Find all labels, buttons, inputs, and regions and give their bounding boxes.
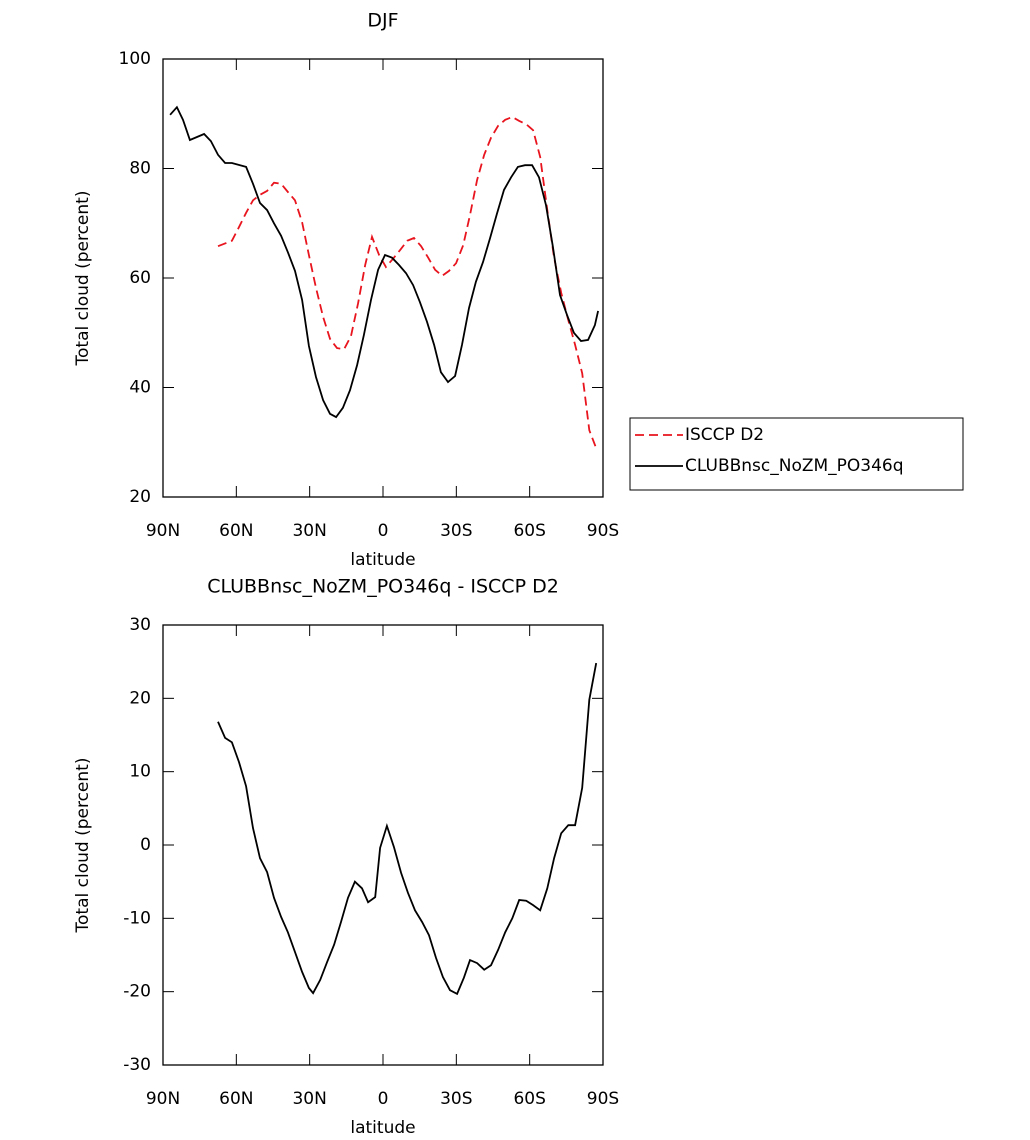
- x-tick-label: 90S: [587, 521, 619, 541]
- x-tick-label: 0: [378, 1089, 389, 1109]
- x-tick-label: 30N: [292, 521, 326, 541]
- chart-title: DJF: [367, 10, 398, 32]
- data-line: [169, 105, 599, 419]
- y-tick-label: 20: [129, 688, 151, 708]
- x-axis-label: latitude: [350, 550, 415, 570]
- x-tick-label: 60N: [219, 1089, 253, 1109]
- x-tick-label: 90N: [146, 521, 180, 541]
- plot-frame: [162, 58, 604, 498]
- y-tick-label: 30: [129, 615, 151, 635]
- chart-title: CLUBBnsc_NoZM_PO346q - ISCCP D2: [207, 576, 559, 598]
- y-tick-label: 60: [129, 268, 151, 288]
- x-tick-label: 90N: [146, 1089, 180, 1109]
- x-tick-label: 30S: [440, 1089, 472, 1109]
- y-axis-label: Total cloud (percent): [73, 758, 93, 934]
- y-tick-label: -20: [123, 982, 151, 1002]
- y-tick-label: 20: [129, 487, 151, 507]
- x-tick-label: 0: [378, 521, 389, 541]
- x-axis-label: latitude: [350, 1118, 415, 1138]
- y-tick-label: 40: [129, 378, 151, 398]
- y-tick-label: 100: [119, 49, 151, 69]
- y-tick-label: 80: [129, 159, 151, 179]
- legend-label: CLUBBnsc_NoZM_PO346q: [685, 456, 904, 476]
- data-line: [217, 662, 598, 996]
- plot-frame: [162, 624, 604, 1066]
- y-tick-label: -30: [123, 1055, 151, 1075]
- y-axis-label: Total cloud (percent): [73, 191, 93, 367]
- y-tick-label: 0: [140, 835, 151, 855]
- x-tick-label: 90S: [587, 1089, 619, 1109]
- legend-label: ISCCP D2: [685, 425, 764, 445]
- legend-box: [629, 417, 964, 491]
- x-tick-label: 60S: [513, 1089, 545, 1109]
- x-tick-label: 60N: [219, 521, 253, 541]
- x-tick-label: 60S: [513, 521, 545, 541]
- x-tick-label: 30S: [440, 521, 472, 541]
- y-tick-label: 10: [129, 762, 151, 782]
- y-tick-label: -10: [123, 908, 151, 928]
- x-tick-label: 30N: [292, 1089, 326, 1109]
- data-line: [217, 116, 598, 449]
